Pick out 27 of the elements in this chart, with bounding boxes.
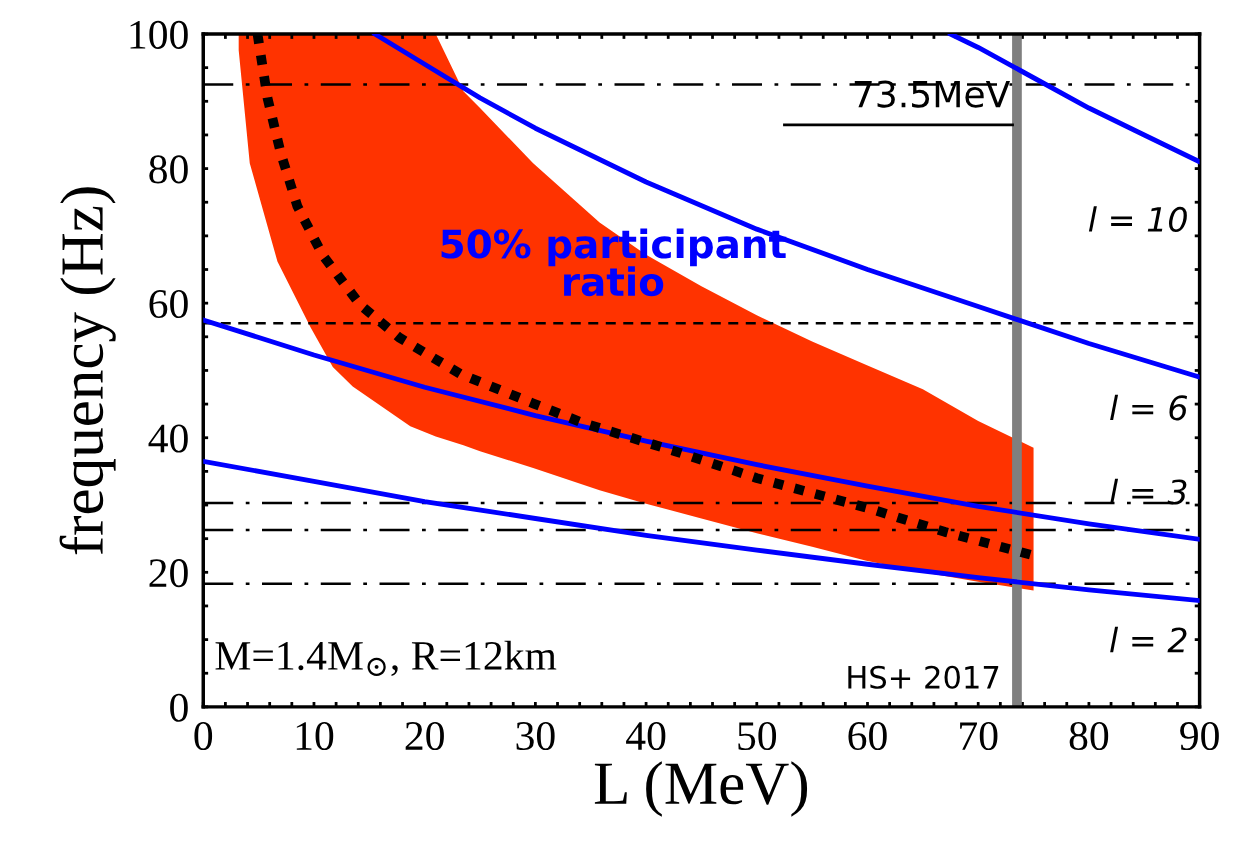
annotation: l = 6 (1110, 394, 1188, 421)
x-tick-label: 50 (738, 721, 777, 751)
y-tick-label: 0 (170, 693, 188, 722)
y-tick-label: 80 (149, 155, 188, 184)
x-tick-label: 40 (626, 721, 666, 751)
line-series (203, 458, 1200, 603)
line-series (203, 317, 1200, 542)
x-tick-label: 70 (960, 721, 998, 751)
annotation: l = 2 (1110, 626, 1187, 653)
x-tick-label: 10 (296, 721, 334, 751)
annotation: HS+ 2017 (848, 665, 999, 689)
y-tick-label: 100 (130, 20, 188, 49)
y-axis-title: frequency (Hz) (59, 187, 116, 555)
x-tick-label: 80 (1069, 721, 1109, 751)
x-tick-label: 90 (1180, 721, 1219, 751)
x-tick-label: 0 (194, 721, 213, 751)
line-series (372, 34, 1200, 380)
annotation: M=1.4M$_{⊙}$, R=12km (215, 640, 557, 677)
y-tick-label: 60 (149, 289, 188, 319)
ref-line-label: 73.5MeV (854, 80, 1010, 108)
x-tick-label: 30 (516, 721, 555, 751)
y-tick-label: 40 (148, 424, 188, 453)
annotation: l = 10 (1088, 206, 1187, 233)
x-tick-label: 60 (848, 721, 887, 751)
x-axis-title: L (MeV) (594, 761, 808, 817)
y-tick-label: 20 (149, 559, 188, 588)
x-tick-label: 20 (405, 721, 444, 751)
